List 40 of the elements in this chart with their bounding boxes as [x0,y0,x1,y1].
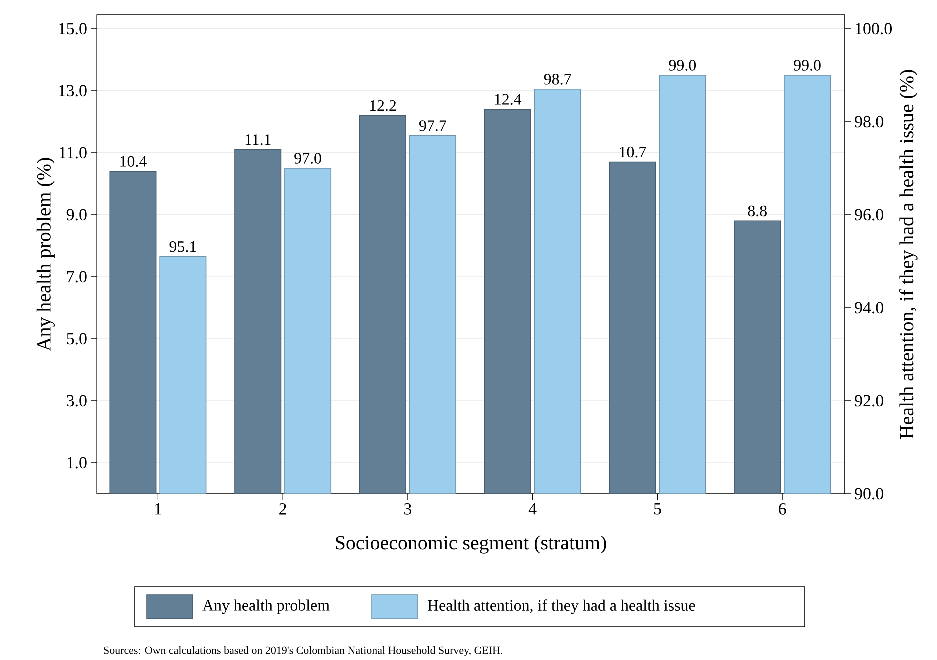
y-tick-label: 3.0 [67,395,87,407]
y-tick-label: 11.0 [60,147,87,159]
source-note: Sources: Own calculations based on 2019's Colombian National Household Survey, GEIH. [104,646,502,656]
legend-label: Any health problem [202,600,330,614]
y-tick-label: 9.0 [66,209,87,221]
bar [234,149,282,494]
y2-tick-label: 98.0 [855,116,884,128]
y-axis-title: Any health problem (%) [36,158,56,352]
y2-tick-label: 96.0 [855,209,884,221]
x-tick-label: 5 [654,504,662,515]
data-label: 95.1 [170,242,196,252]
y-tick-label: 1.0 [68,457,87,469]
data-label: 12.2 [370,100,396,112]
data-label: 8.8 [748,206,767,217]
y2-tick-label: 90.0 [855,488,884,500]
data-label: 99.0 [794,60,821,71]
y-tick-label: 15.0 [59,23,87,35]
x-tick-label: 1 [155,504,162,515]
y2-tick-label: 100.0 [856,23,892,35]
x-tick-label: 4 [528,504,537,515]
x-axis-title: Socioeconomic segment (stratum) [336,536,606,554]
y-tick-label: 5.0 [67,333,87,345]
data-label: 99.0 [669,60,696,71]
data-label: 10.7 [620,146,646,158]
y2-tick-label: 94.0 [855,302,884,314]
y2-tick-label: 92.0 [855,395,884,407]
data-label: 10.4 [120,156,147,168]
x-tick-label: 3 [404,504,412,515]
data-label: 97.0 [294,153,322,164]
legend-label: Health attention, if they had a health issue [428,600,696,614]
data-label: 97.7 [419,120,446,132]
x-tick-label: 2 [280,504,286,515]
y-tick-label: 7.0 [67,271,87,283]
data-label: 12.4 [495,94,522,106]
x-tick-label: 6 [779,504,786,515]
y-tick-label: 13.0 [59,85,87,97]
data-label: 98.7 [544,74,572,85]
bar [359,115,406,494]
data-label: 11.1 [246,134,271,146]
y2-axis-title: Health attention, if they had a health issue (%) [899,70,918,439]
